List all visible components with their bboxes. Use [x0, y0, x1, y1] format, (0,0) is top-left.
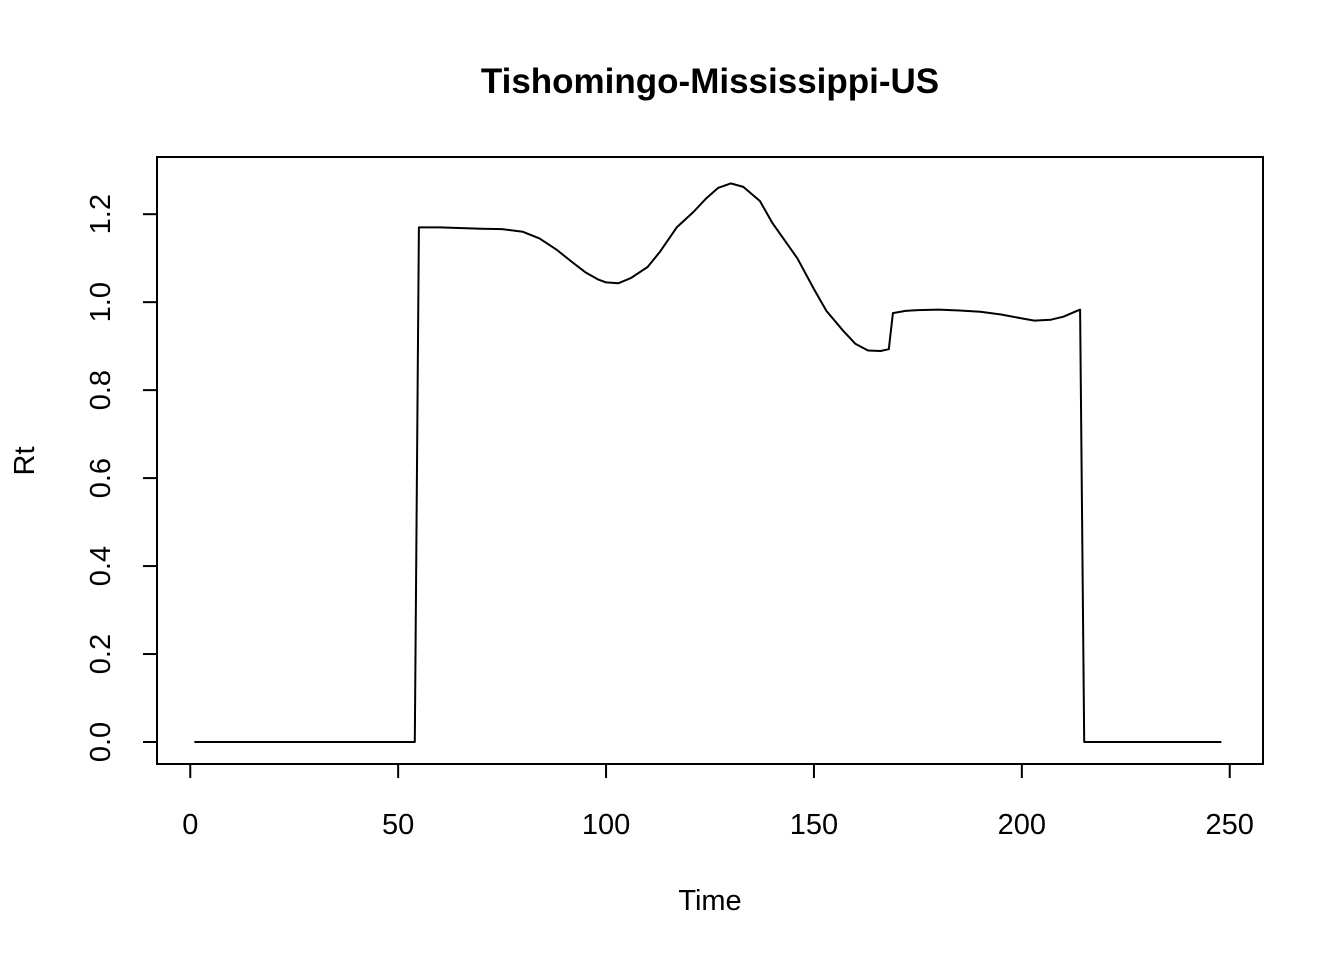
y-axis: 0.0 0.2 0.4 0.6 0.8 1.0 1.2 [85, 194, 158, 762]
x-tick-label: 100 [582, 809, 630, 841]
y-tick-label: 0.8 [85, 370, 117, 410]
y-tick-label: 0.2 [85, 634, 117, 674]
x-axis: 0 50 100 150 200 250 [182, 763, 1254, 841]
x-tick-label: 150 [790, 809, 838, 841]
plot-frame [156, 156, 1264, 765]
chart-title: Tishomingo-Mississippi-US [481, 62, 939, 101]
y-tick-label: 1.2 [85, 194, 117, 234]
y-tick-label: 0.6 [85, 458, 117, 498]
rt-series-line [194, 182, 1222, 743]
y-tick-label: 0.0 [85, 722, 117, 762]
y-tick-label: 0.4 [85, 546, 117, 586]
y-tick-label: 1.0 [85, 282, 117, 322]
y-axis-label: Rt [9, 447, 41, 476]
x-tick-label: 250 [1206, 809, 1254, 841]
x-axis-label: Time [678, 885, 741, 917]
x-tick-label: 50 [382, 809, 414, 841]
x-tick-label: 0 [182, 809, 198, 841]
x-tick-label: 200 [998, 809, 1046, 841]
